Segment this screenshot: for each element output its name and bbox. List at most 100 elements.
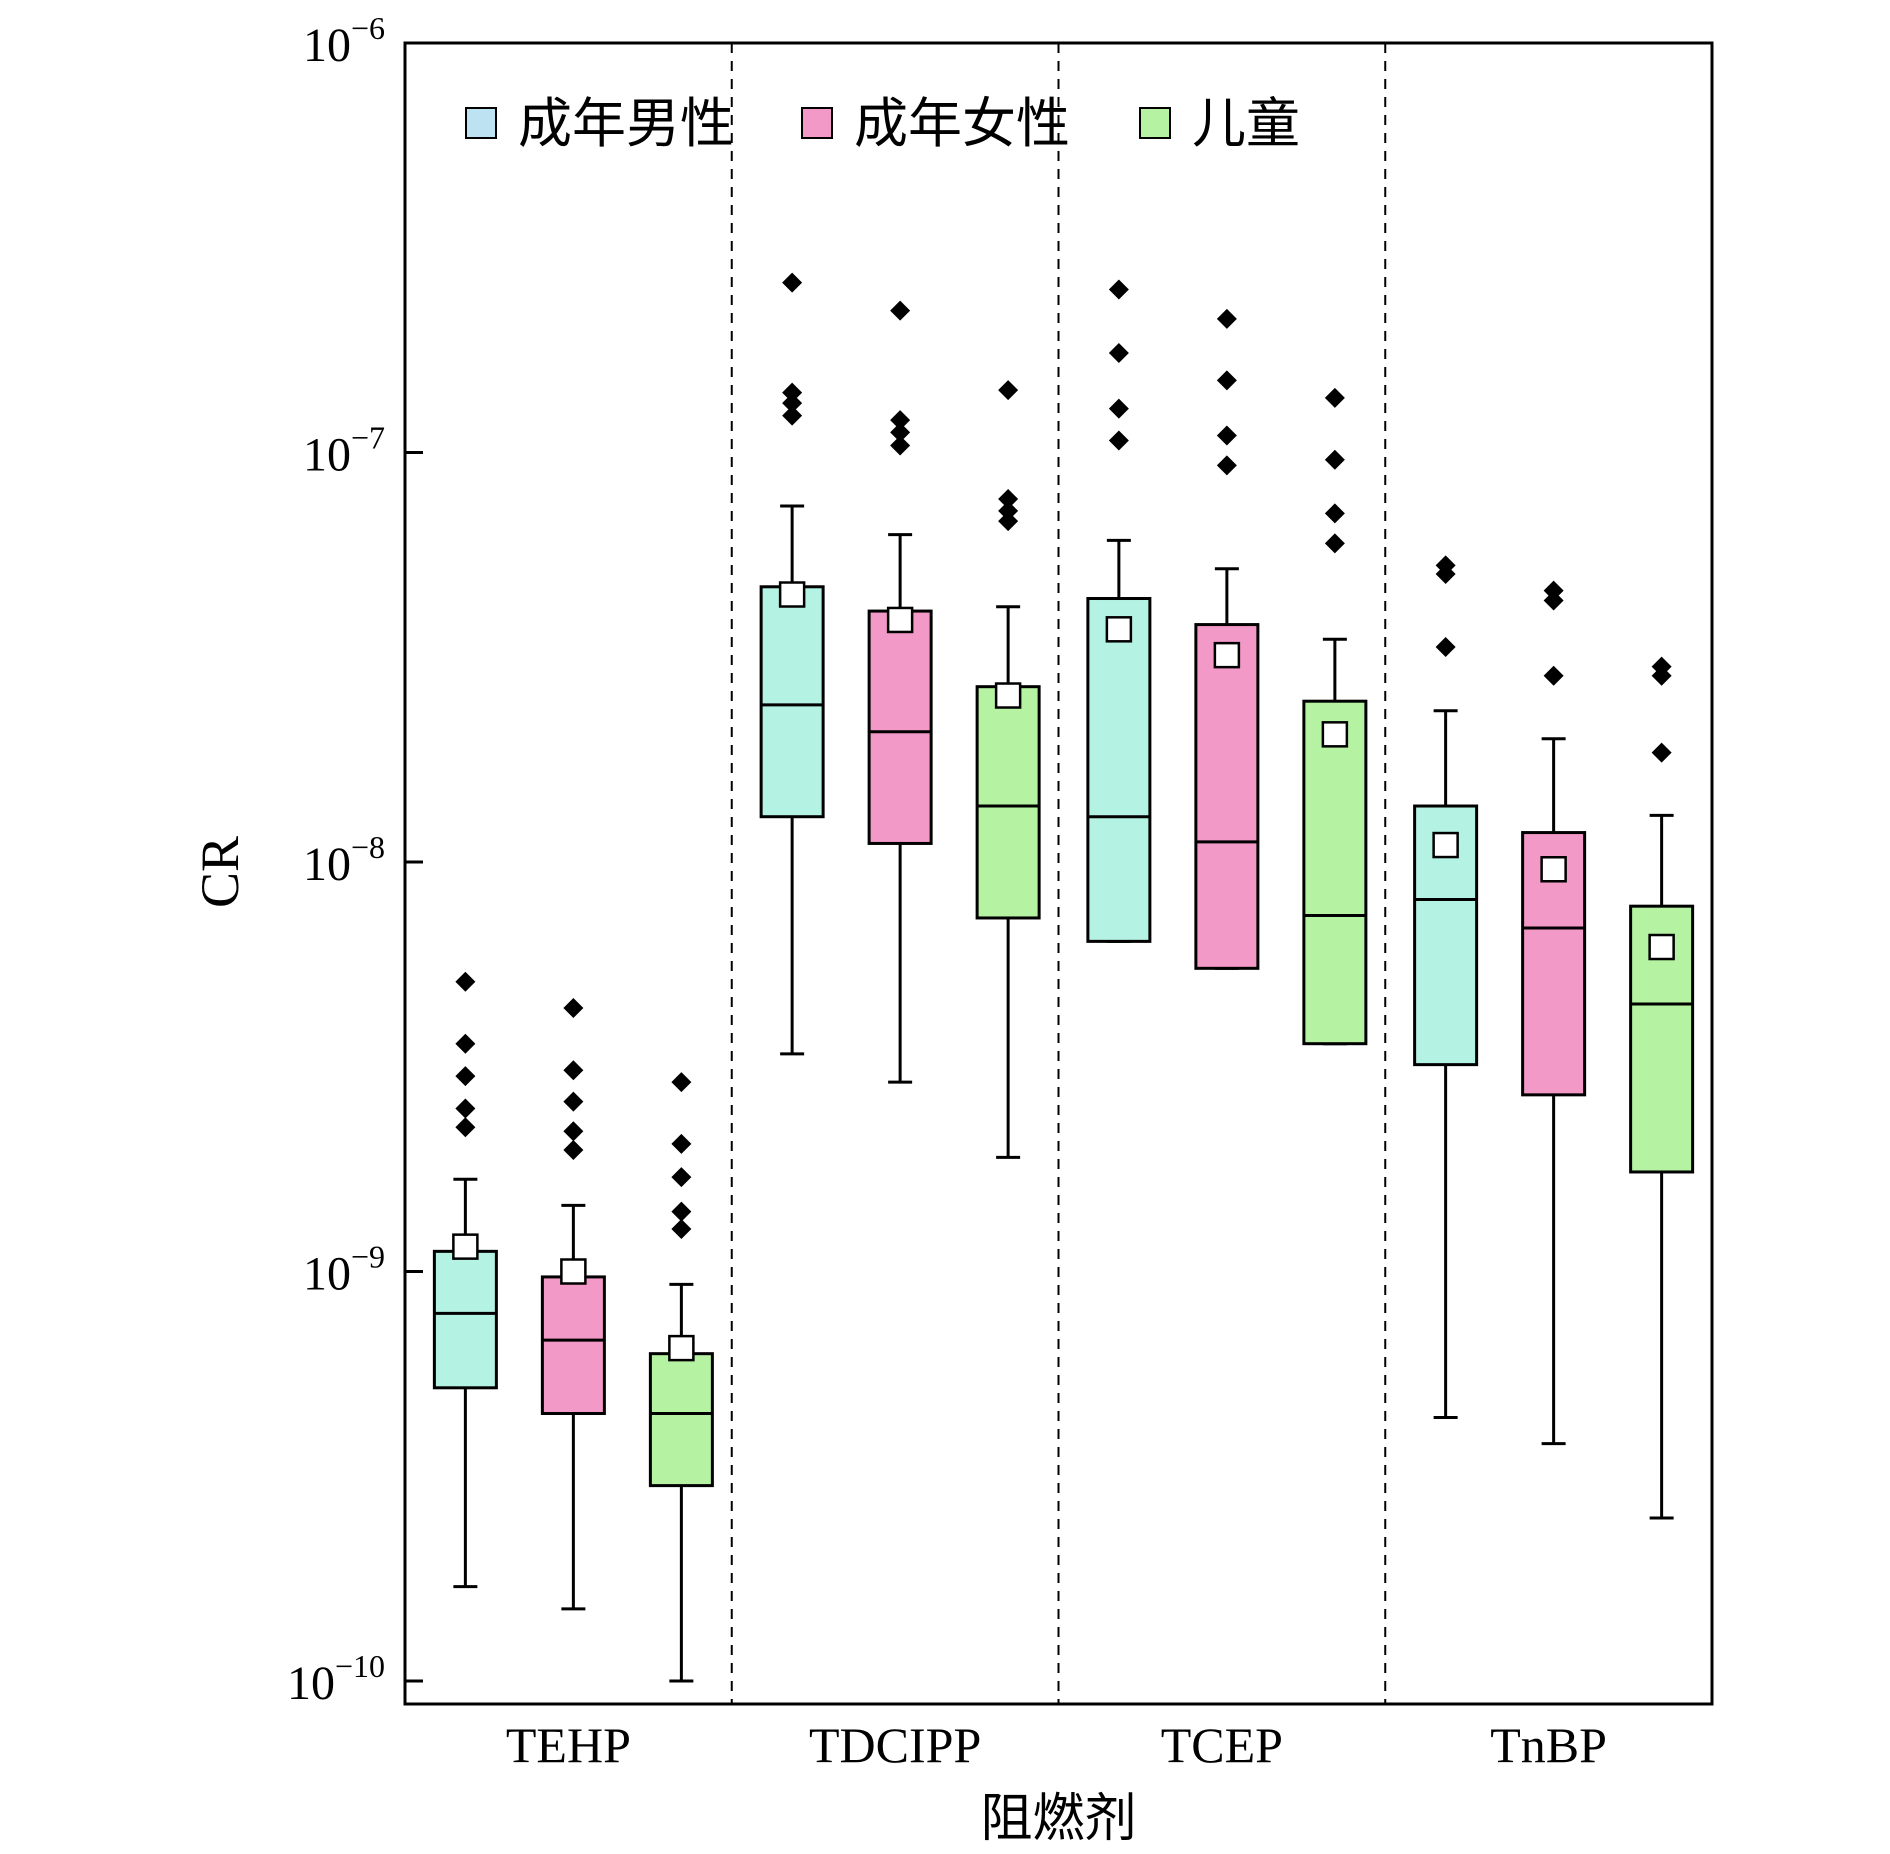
series-0 (432, 272, 1479, 1589)
x-tick-label-tdcipp: TDCIPP (809, 1717, 981, 1773)
outlier-point (563, 1140, 584, 1161)
outlier-point (563, 1091, 584, 1112)
outlier-point (1324, 503, 1345, 524)
outlier-point (1543, 590, 1564, 611)
outlier-point (563, 1121, 584, 1142)
series-2 (648, 380, 1695, 1683)
outlier-point (998, 380, 1019, 401)
y-tick-label: 10−6 (303, 10, 385, 72)
mean-marker (1105, 616, 1133, 643)
box-tnbp (1413, 555, 1479, 1420)
iqr-box (1521, 831, 1587, 1097)
iqr-box (648, 1352, 714, 1488)
y-tick-label: 10−10 (287, 1648, 385, 1710)
outlier-point (1435, 564, 1456, 585)
box-tdcipp (759, 272, 825, 1056)
legend-label: 儿童 (1192, 92, 1300, 155)
outlier-point (455, 1066, 476, 1087)
box-tehp (432, 971, 498, 1589)
mean-marker (452, 1233, 479, 1260)
y-tick-label: 10−9 (303, 1239, 385, 1301)
legend-swatch (1139, 107, 1171, 139)
outlier-point (1324, 387, 1345, 408)
outlier-point (1324, 533, 1345, 554)
outlier-point (455, 1033, 476, 1054)
box-tcep (1302, 387, 1368, 1046)
legend-item-1: 成年女性 (801, 92, 1070, 155)
x-tick-label-tcep: TCEP (1161, 1717, 1283, 1773)
mean-marker (1540, 856, 1567, 883)
iqr-box (540, 1275, 606, 1416)
iqr-box (759, 585, 825, 819)
legend-swatch (801, 107, 833, 139)
outlier-point (455, 971, 476, 992)
outlier-point (671, 1133, 692, 1154)
mean-marker (994, 682, 1022, 709)
legend-swatch (465, 107, 497, 139)
legend-item-0: 成年男性 (465, 92, 734, 155)
box-tcep (1194, 308, 1260, 970)
legend: 成年男性 成年女性 儿童 (465, 92, 1300, 155)
outlier-point (782, 382, 803, 403)
outlier-point (455, 1098, 476, 1119)
mean-marker (668, 1334, 695, 1362)
outlier-point (782, 393, 803, 414)
legend-label: 成年女性 (854, 92, 1070, 155)
box-tnbp (1629, 656, 1695, 1520)
outlier-point (1216, 308, 1237, 329)
iqr-box (867, 609, 933, 845)
outlier-point (998, 511, 1019, 532)
box-tdcipp (975, 380, 1041, 1159)
mean-marker (1648, 933, 1675, 961)
outlier-point (1108, 398, 1129, 419)
y-axis-title: CR (190, 836, 250, 908)
outlier-point (671, 1201, 692, 1222)
series-1 (540, 300, 1587, 1611)
y-tick-label: 10−8 (303, 829, 385, 891)
box-tnbp (1521, 580, 1587, 1446)
outlier-point (455, 1117, 476, 1138)
iqr-box (432, 1249, 498, 1390)
iqr-box (975, 685, 1041, 920)
outlier-point (671, 1218, 692, 1239)
outlier-point (1435, 636, 1456, 657)
outlier-point (1216, 425, 1237, 446)
outlier-point (1108, 342, 1129, 363)
outlier-point (1216, 370, 1237, 391)
outlier-point (1108, 430, 1129, 451)
outlier-point (890, 435, 911, 456)
box-tdcipp (867, 300, 933, 1084)
outlier-point (563, 998, 584, 1019)
legend-item-2: 儿童 (1139, 92, 1300, 155)
outlier-point (671, 1167, 692, 1188)
mean-marker (886, 606, 914, 634)
mean-marker (1213, 641, 1241, 669)
mean-marker (778, 581, 806, 608)
outlier-point (1651, 665, 1672, 686)
outlier-point (1108, 279, 1129, 300)
y-tick-label: 10−7 (303, 420, 385, 482)
x-axis-title: 阻燃剂 (980, 1789, 1136, 1849)
box-tehp (540, 998, 606, 1611)
outlier-point (890, 422, 911, 443)
legend-label: 成年男性 (518, 92, 734, 155)
y-axis: 10−10 10−9 10−8 10−7 10−6 (287, 10, 423, 1710)
outlier-point (1543, 665, 1564, 686)
iqr-box (1086, 597, 1152, 943)
iqr-box (1194, 623, 1260, 970)
iqr-box (1302, 699, 1368, 1046)
outlier-point (671, 1072, 692, 1093)
outlier-point (890, 300, 911, 321)
outlier-point (782, 272, 803, 293)
mean-marker (1321, 721, 1349, 748)
outlier-point (998, 500, 1019, 521)
mean-marker (560, 1258, 587, 1285)
outlier-point (998, 488, 1019, 509)
outlier-point (563, 1060, 584, 1081)
outlier-point (890, 410, 911, 431)
box-tehp (648, 1072, 714, 1683)
outlier-point (1216, 455, 1237, 476)
outlier-point (1324, 449, 1345, 470)
